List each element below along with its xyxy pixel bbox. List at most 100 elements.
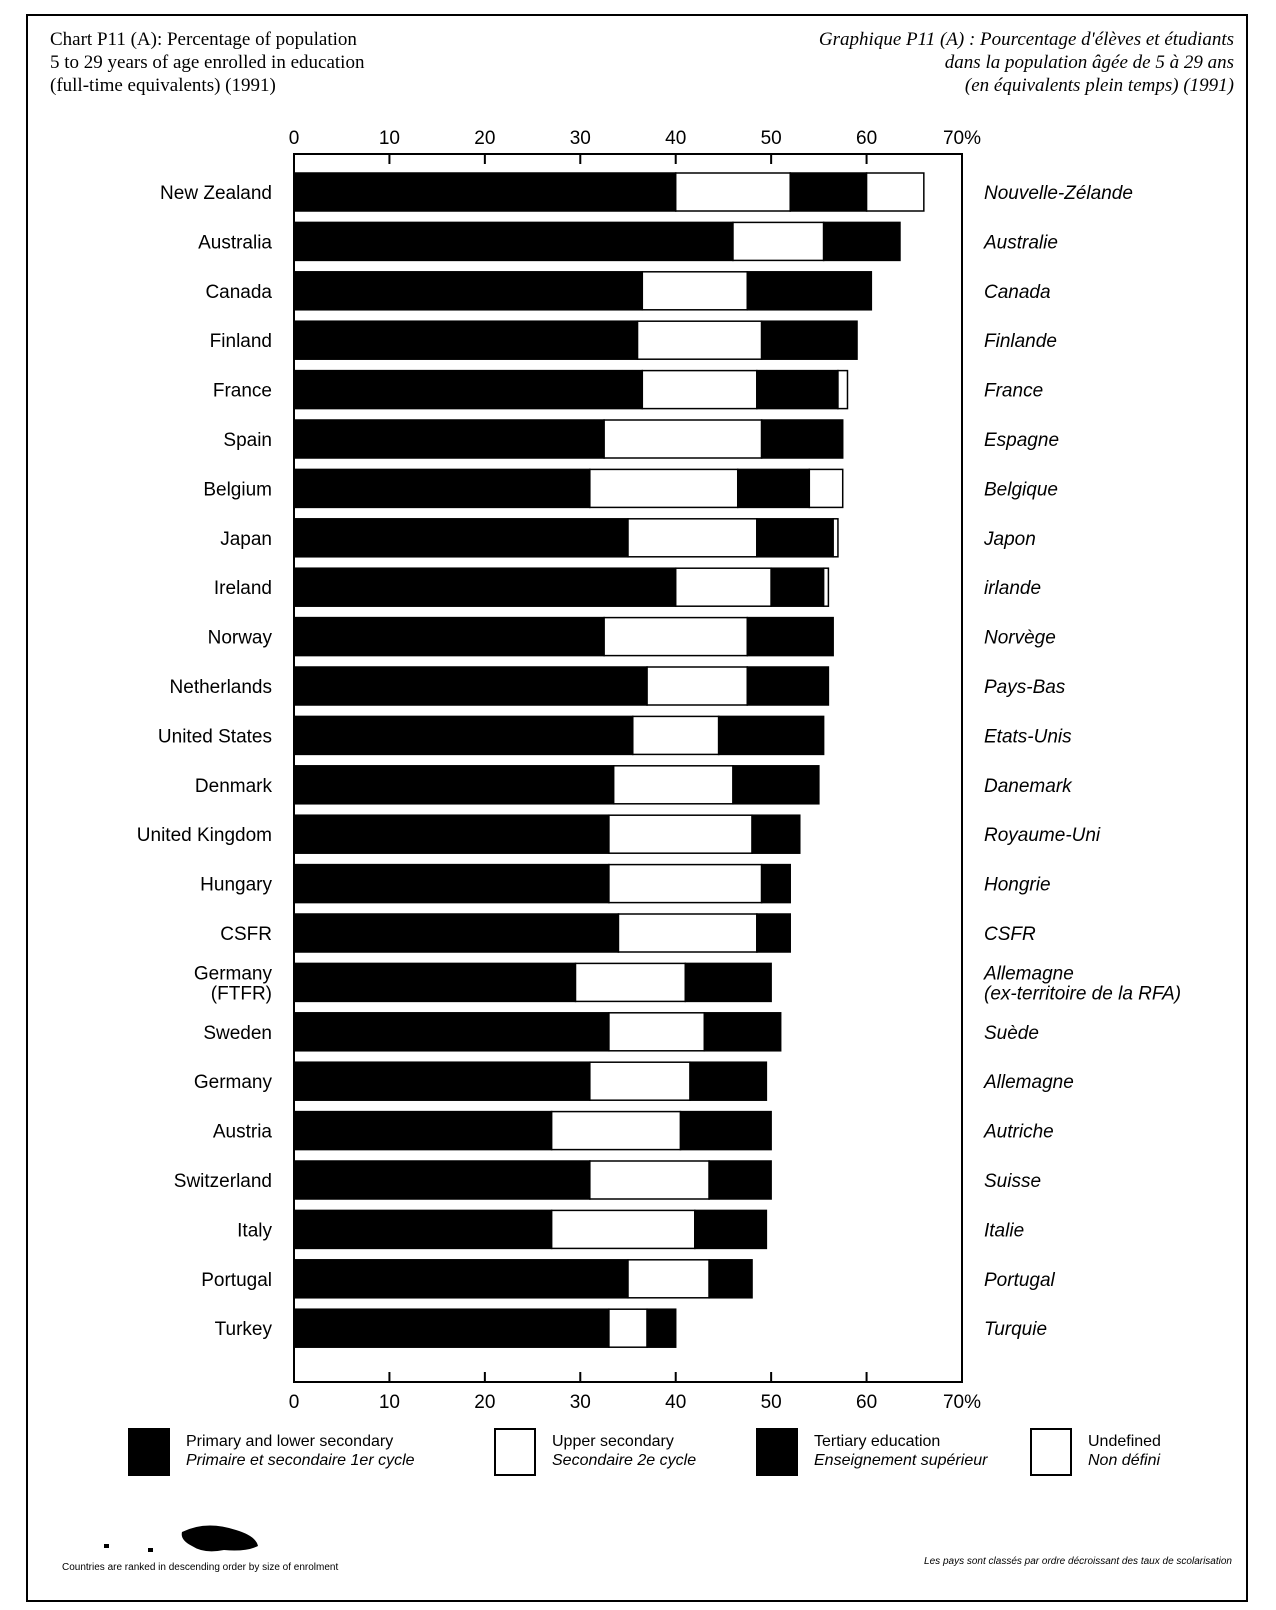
category-label-en: Hungary xyxy=(200,875,272,896)
x-tick-label-top: 20 xyxy=(474,128,495,149)
bar-segment-upper-secondary xyxy=(589,468,739,509)
bar-segment-tertiary xyxy=(736,468,811,509)
bar-segment-tertiary xyxy=(708,1160,772,1200)
bar-segment-tertiary xyxy=(694,1209,768,1250)
category-label-en: Germany (FTFR) xyxy=(194,963,273,1004)
bar-segment-primary xyxy=(293,1160,591,1200)
bar-segment-primary xyxy=(293,715,634,756)
x-tick-label-top: 70% xyxy=(943,128,981,149)
bar-segment-primary xyxy=(293,518,629,558)
category-label-fr: France xyxy=(984,381,1043,402)
footnote-en: Countries are ranked in descending order… xyxy=(62,1562,339,1573)
category-label-fr: Allemagne xyxy=(983,1072,1074,1093)
bar-segment-primary xyxy=(293,814,610,854)
bar-segment-primary xyxy=(293,1061,591,1101)
category-label-en: Spain xyxy=(223,430,272,451)
x-tick-label-bottom: 70% xyxy=(943,1392,981,1413)
bar-segment-primary xyxy=(293,221,734,262)
category-label-fr: Japon xyxy=(983,529,1036,550)
bar-segment-tertiary xyxy=(756,913,791,953)
bar-segment-upper-secondary xyxy=(632,715,720,756)
category-label-en: New Zealand xyxy=(160,183,272,204)
legend-label-primary-fr: Primaire et secondaire 1er cycle xyxy=(186,1452,415,1469)
x-tick-label-bottom: 50 xyxy=(761,1392,782,1413)
bar-segment-tertiary xyxy=(689,1061,768,1101)
bar-segment-primary xyxy=(293,1308,610,1348)
legend-label-tertiary-fr: Enseignement supérieur xyxy=(814,1452,988,1469)
category-label-en: Norway xyxy=(208,628,273,649)
category-label-fr: Canada xyxy=(984,282,1051,303)
bar-segment-tertiary xyxy=(770,567,825,607)
bar-segment-undefined xyxy=(865,172,925,212)
bar-segment-primary xyxy=(293,1209,553,1250)
bar-segment-tertiary xyxy=(746,616,834,657)
bar-segment-primary xyxy=(293,1110,553,1151)
x-tick-label-bottom: 40 xyxy=(665,1392,686,1413)
bar-segment-tertiary xyxy=(751,814,801,854)
x-tick-label-top: 10 xyxy=(379,128,400,149)
legend-label-upper-secondary-en: Upper secondary xyxy=(552,1433,674,1450)
bar-segment-upper-secondary xyxy=(617,913,758,953)
bar-segment-tertiary xyxy=(789,172,868,212)
x-tick-label-top: 0 xyxy=(289,128,300,149)
legend-swatch-undefined xyxy=(1030,1428,1072,1476)
bar-segment-upper-secondary xyxy=(636,320,763,360)
category-label-en: Italy xyxy=(237,1220,272,1241)
category-label-en: Belgium xyxy=(203,479,272,500)
bar-segment-tertiary xyxy=(756,369,839,410)
bar-segment-primary xyxy=(293,765,615,805)
x-tick-label-bottom: 10 xyxy=(379,1392,400,1413)
bar-segment-upper-secondary xyxy=(674,172,791,212)
bar-segment-primary xyxy=(293,419,605,459)
x-tick-label-top: 30 xyxy=(570,128,591,149)
category-label-en: Ireland xyxy=(214,578,272,599)
bar-segment-tertiary xyxy=(822,221,901,262)
category-label-en: United States xyxy=(158,726,272,747)
chart-frame xyxy=(26,14,1248,1602)
x-tick-label-top: 40 xyxy=(665,128,686,149)
bar-segment-tertiary xyxy=(708,1259,753,1299)
bar-segment-tertiary xyxy=(760,419,844,459)
legend-label-undefined-en: Undefined xyxy=(1088,1433,1161,1450)
bar-segment-primary xyxy=(293,567,677,607)
bar-segment-upper-secondary xyxy=(589,1061,691,1101)
bar-segment-undefined xyxy=(808,468,844,509)
x-tick-label-bottom: 30 xyxy=(570,1392,591,1413)
bar-segment-primary xyxy=(293,172,677,212)
bar-segment-primary xyxy=(293,1259,629,1299)
legend-label-undefined-fr: Non défini xyxy=(1088,1452,1161,1469)
bar-segment-primary xyxy=(293,271,644,311)
category-label-fr: Royaume-Uni xyxy=(984,825,1101,846)
footnote-fr: Les pays sont classés par ordre décroiss… xyxy=(924,1556,1232,1567)
bar-segment-upper-secondary xyxy=(608,863,763,904)
category-label-fr: Norvège xyxy=(984,628,1056,649)
category-label-fr: Portugal xyxy=(984,1270,1056,1291)
bar-segment-tertiary xyxy=(646,1308,677,1348)
category-label-fr: Pays-Bas xyxy=(984,677,1066,698)
category-label-fr: Australie xyxy=(983,232,1058,253)
category-label-fr: irlande xyxy=(984,578,1041,599)
category-label-en: Denmark xyxy=(195,776,273,797)
category-label-fr: Hongrie xyxy=(984,875,1051,896)
legend-label-upper-secondary-fr: Secondaire 2e cycle xyxy=(552,1452,697,1469)
bar-segment-tertiary xyxy=(679,1110,772,1151)
x-tick-label-top: 60 xyxy=(856,128,877,149)
category-label-fr: Etats-Unis xyxy=(984,726,1072,747)
category-label-en: Turkey xyxy=(215,1319,273,1340)
bar-segment-primary xyxy=(293,320,639,360)
chart-title-fr: Graphique P11 (A) : Pourcentage d'élèves… xyxy=(818,29,1234,96)
category-label-en: Netherlands xyxy=(170,677,272,698)
legend-label-tertiary-en: Tertiary education xyxy=(814,1433,941,1450)
bar-segment-primary xyxy=(293,666,648,706)
category-label-en: United Kingdom xyxy=(137,825,272,846)
x-tick-label-bottom: 0 xyxy=(289,1392,300,1413)
bar-segment-upper-secondary xyxy=(674,567,772,607)
legend-swatch-tertiary xyxy=(756,1428,798,1476)
bar-segment-upper-secondary xyxy=(603,419,763,459)
bar-segment-upper-secondary xyxy=(646,666,749,706)
bar-segment-upper-secondary xyxy=(550,1209,696,1250)
bar-segment-tertiary xyxy=(746,666,830,706)
bar-segment-tertiary xyxy=(760,320,858,360)
bar-segment-primary xyxy=(293,468,591,509)
category-label-fr: Italie xyxy=(984,1220,1024,1241)
